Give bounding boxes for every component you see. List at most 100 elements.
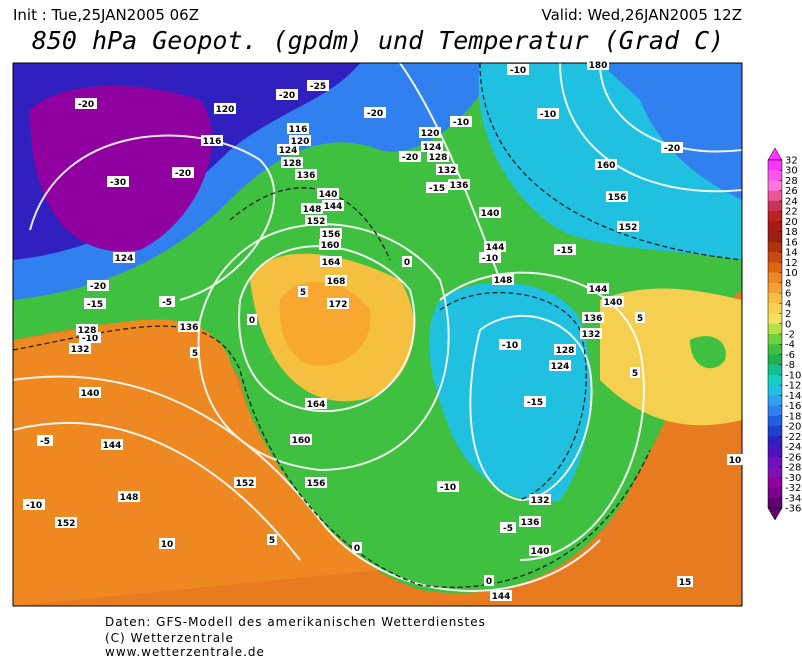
contour-label-bg [55,517,77,528]
map-frame [12,62,743,607]
colorbar-tick-label: -32 [785,483,801,494]
contour-label-bg [305,215,327,226]
contour-label-bg [421,141,443,152]
contour-label-bg [305,477,327,488]
contour-label-bg [325,275,347,286]
colorbar-band [768,334,782,345]
contour-label: 136 [584,314,603,324]
colorbar-tick-label: 2 [785,309,791,320]
colorbar-band [768,221,782,232]
contour-label: 10 [161,540,174,550]
contour-label: 128 [556,346,575,356]
colorbar-tick-label: 4 [785,299,791,310]
contour-label-bg [529,545,551,556]
contour-label: -20 [402,153,418,163]
contour-label-bg [201,135,223,146]
colorbar-tick-label: 10 [785,268,798,279]
colorbar-tick-label: -8 [785,360,795,371]
contour-label-bg [277,144,299,155]
contour-label-bg [107,176,129,187]
colorbar-tick-label: 32 [785,156,798,167]
contour-label: 140 [481,209,500,219]
contour-label-bg [448,179,470,190]
contour-label: 128 [429,153,448,163]
contour-label: 164 [322,258,341,268]
contour-label-bg [635,312,645,323]
contour-label-bg [267,534,277,545]
contour-label: 120 [216,105,235,115]
contour-label: 140 [81,389,100,399]
contour-label-bg [537,108,559,119]
contour-label-bg [69,343,91,354]
contour-label: 0 [354,544,360,554]
contour-label: 124 [115,254,134,264]
contour-label: -20 [175,169,191,179]
contour-label-bg [320,228,342,239]
contour-label: 136 [521,518,540,528]
contour-label: -10 [440,483,456,493]
contour-label-bg [101,439,123,450]
colorbar-tick-label: 20 [785,217,798,228]
contour-label: -10 [502,341,518,351]
contour-label: 0 [404,258,410,268]
contour-label: 152 [307,217,326,227]
contour-label: 152 [619,223,638,233]
contour-label: 156 [307,479,326,489]
contour-label: 144 [324,202,343,212]
colorbar-tick-label: 30 [785,166,798,177]
colorbar-band [768,344,782,355]
contour-label: 5 [192,349,198,359]
contour-label: 5 [269,536,275,546]
contour-label: 5 [632,369,638,379]
colorbar-tick-label: -34 [785,493,801,504]
contour-label-bg [587,283,609,294]
colorbar-tick-label: -26 [785,452,801,463]
colorbar-tick-label: 16 [785,237,798,248]
contour-label-bg [79,332,101,343]
contour-label: 144 [486,243,505,253]
contour-label: -10 [453,118,469,128]
colorbar-tick-label: 18 [785,227,798,238]
contour-label-bg [298,286,308,297]
contour-label: 140 [604,298,623,308]
colorbar-tick-label: -22 [785,432,801,443]
init-time: Init : Tue,25JAN2005 06Z [13,6,199,24]
colorbar-band [768,487,782,499]
contour-label-bg [364,107,386,118]
contour-label: 124 [551,362,570,372]
contour-label: 132 [582,330,601,340]
contour-label: 116 [203,137,222,147]
contour-label-bg [402,256,412,267]
contour-label-bg [582,312,604,323]
colorbar-band [768,190,782,202]
colorbar-tick-label: -12 [785,381,801,392]
contour-label: 116 [289,125,308,135]
footer-source: Daten: GFS-Modell des amerikanischen Wet… [105,615,486,629]
colorbar-band [768,436,782,447]
colorbar-band [768,272,782,284]
contour-label: 0 [249,316,255,326]
contour-label: -30 [110,178,126,188]
colorbar-band [768,170,782,181]
valid-time: Valid: Wed,26JAN2005 12Z [542,6,742,24]
contour-label: -20 [279,91,295,101]
contour-label-bg [23,499,45,510]
contour-label: 160 [597,161,616,171]
colorbar-tick-label: -14 [785,391,801,402]
contour-label-bg [554,244,576,255]
footer-url: www.wetterzentrale.de [105,645,265,658]
contour-label-bg [159,296,175,307]
contour-label-bg [327,298,349,309]
contour-label-bg [500,522,516,533]
colorbar-band [768,180,782,192]
contour-label-bg [87,280,109,291]
contour-label-bg [399,151,421,162]
colorbar-tick-label: -16 [785,401,801,412]
contour-label: 136 [450,181,469,191]
contour-label: -5 [503,524,513,534]
contour-label: 128 [78,326,97,336]
colorbar-tick-label: -4 [785,340,795,351]
contour-label-bg [317,188,339,199]
colorbar-band [768,405,782,417]
